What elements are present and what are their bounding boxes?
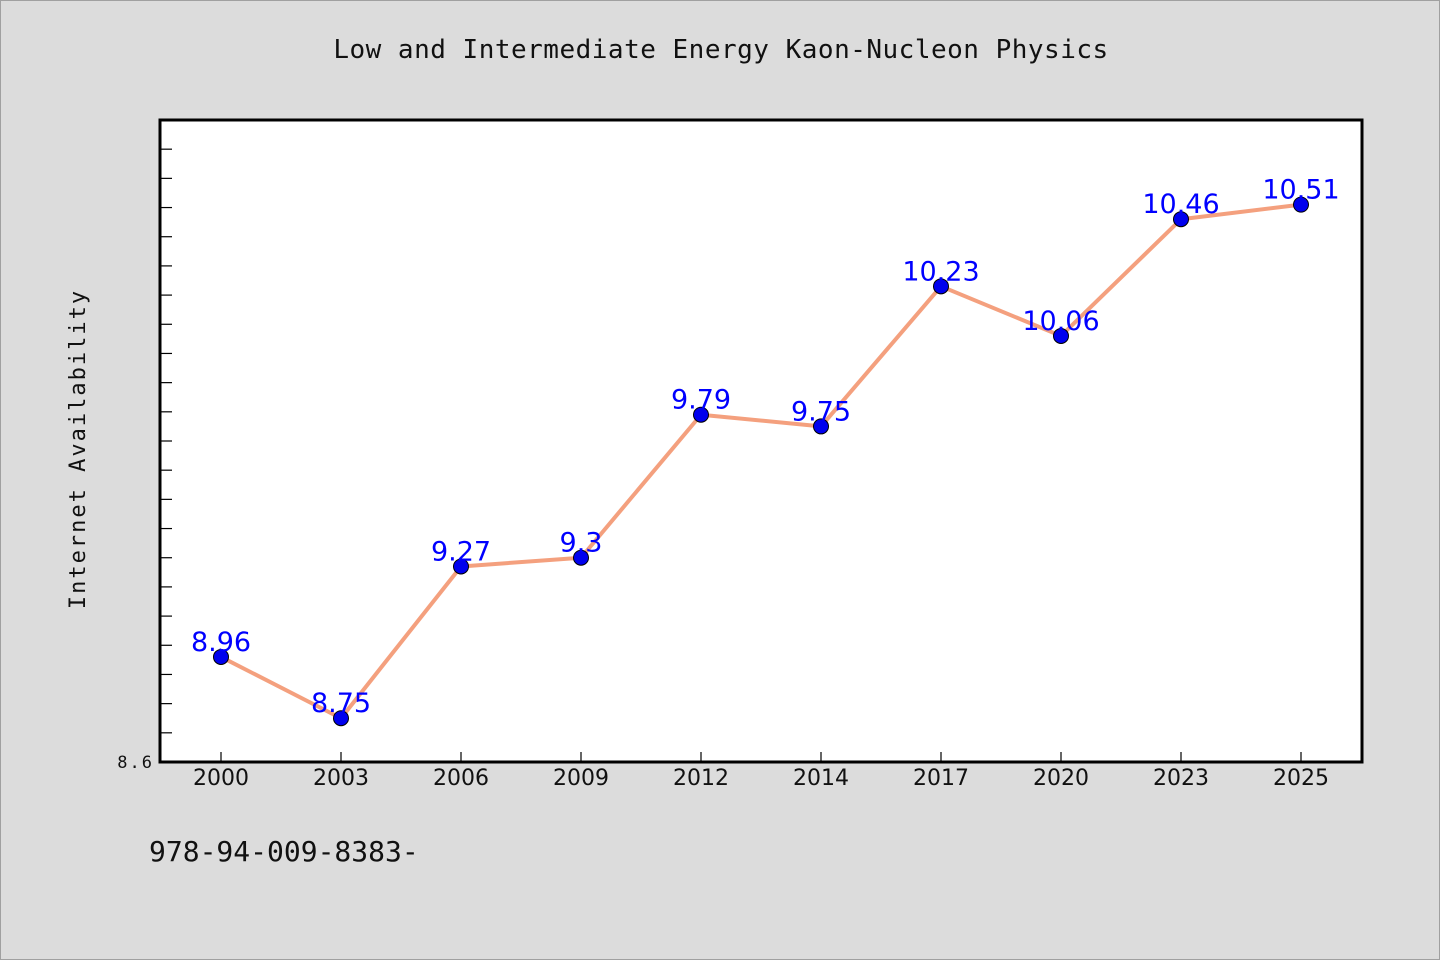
data-label: 10.46 (1142, 189, 1219, 220)
data-point (453, 558, 469, 575)
x-tick-label: 2017 (913, 766, 969, 791)
y-axis: 8.6 (117, 148, 172, 773)
y-tick-label: 8.6 (117, 753, 154, 773)
x-axis: 2000 2003 2006 2009 2012 2014 2017 2020 2023 2025 (193, 752, 1329, 791)
x-tick-label: 2014 (793, 766, 849, 791)
data-label: 9.75 (791, 396, 851, 427)
data-label: 9.3 (560, 528, 603, 559)
data-point (813, 418, 829, 435)
data-point (933, 278, 949, 295)
x-tick-label: 2023 (1153, 766, 1209, 791)
data-point (573, 549, 589, 566)
data-point (213, 648, 229, 665)
series-layer: 8.96 8.75 9.27 9.3 9.79 9.75 10.23 10.06 10.46 10… (191, 175, 1340, 727)
data-point (1053, 327, 1069, 344)
series-line (220, 202, 1302, 721)
data-label: 10.51 (1262, 175, 1339, 206)
data-label: 10.23 (902, 256, 979, 287)
data-point (333, 710, 349, 727)
x-tick-label: 2003 (313, 766, 369, 791)
x-tick-label: 2012 (673, 766, 729, 791)
data-point (693, 406, 709, 423)
x-tick-label: 2000 (193, 766, 249, 791)
data-label: 9.27 (431, 536, 491, 567)
plot-area (158, 118, 1364, 764)
data-label: 8.75 (311, 688, 371, 719)
data-point (1293, 196, 1309, 213)
data-label: 9.79 (671, 385, 731, 416)
x-tick-label: 2020 (1033, 766, 1089, 791)
data-label: 10.06 (1022, 306, 1099, 337)
x-tick-label: 2009 (553, 766, 609, 791)
x-tick-label: 2025 (1273, 766, 1329, 791)
isbn-code: 978-94-009-8383- (149, 835, 419, 868)
data-point (1173, 211, 1189, 228)
chart-title: Low and Intermediate Energy Kaon-Nucleon… (333, 35, 1109, 65)
data-label: 8.96 (191, 627, 251, 658)
y-axis-label: Internet Availability (66, 289, 91, 609)
x-tick-label: 2006 (433, 766, 489, 791)
